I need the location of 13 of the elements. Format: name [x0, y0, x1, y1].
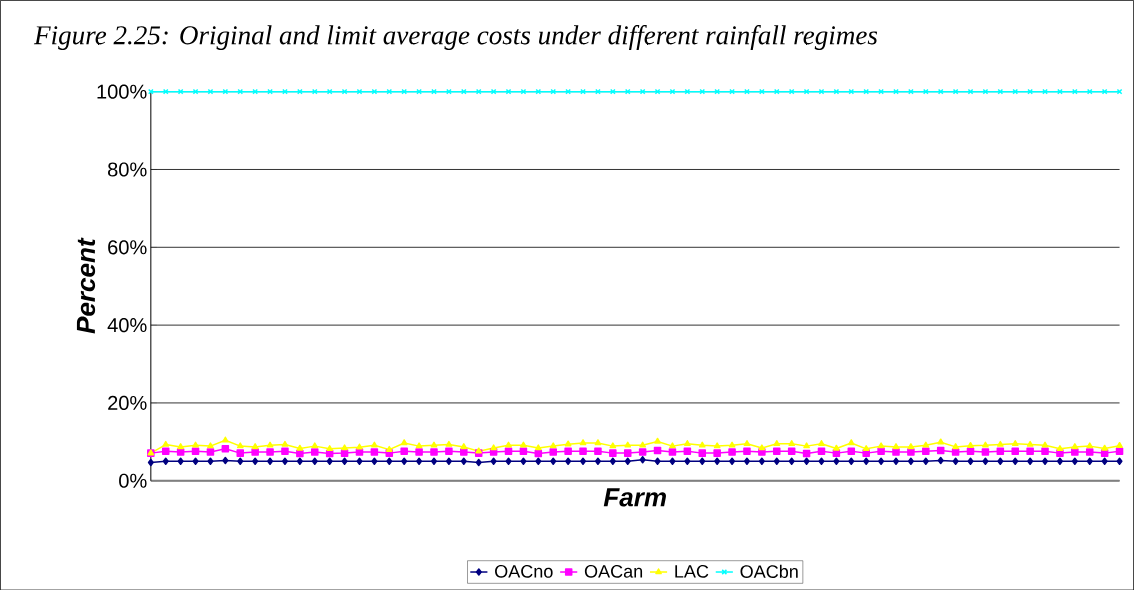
y-tick-label: 80%: [108, 162, 147, 177]
y-tick-label: 100%: [97, 84, 147, 99]
legend-label: OACbn: [740, 564, 798, 578]
legend-label: OACno: [495, 564, 553, 578]
legend-label: OACan: [584, 564, 643, 578]
y-axis-title: Percent: [76, 237, 96, 334]
y-tick-label: 0%: [119, 473, 147, 488]
legend-label: LAC: [675, 564, 709, 578]
y-tick-label: 40%: [107, 317, 147, 332]
x-axis-title: Farm: [603, 488, 666, 507]
y-tick-label: 20%: [108, 395, 147, 410]
chart-title: Figure 2.25: Original and limit average costs under different rainfall regimes: [33, 24, 878, 50]
y-tick-label: 60%: [108, 239, 147, 255]
